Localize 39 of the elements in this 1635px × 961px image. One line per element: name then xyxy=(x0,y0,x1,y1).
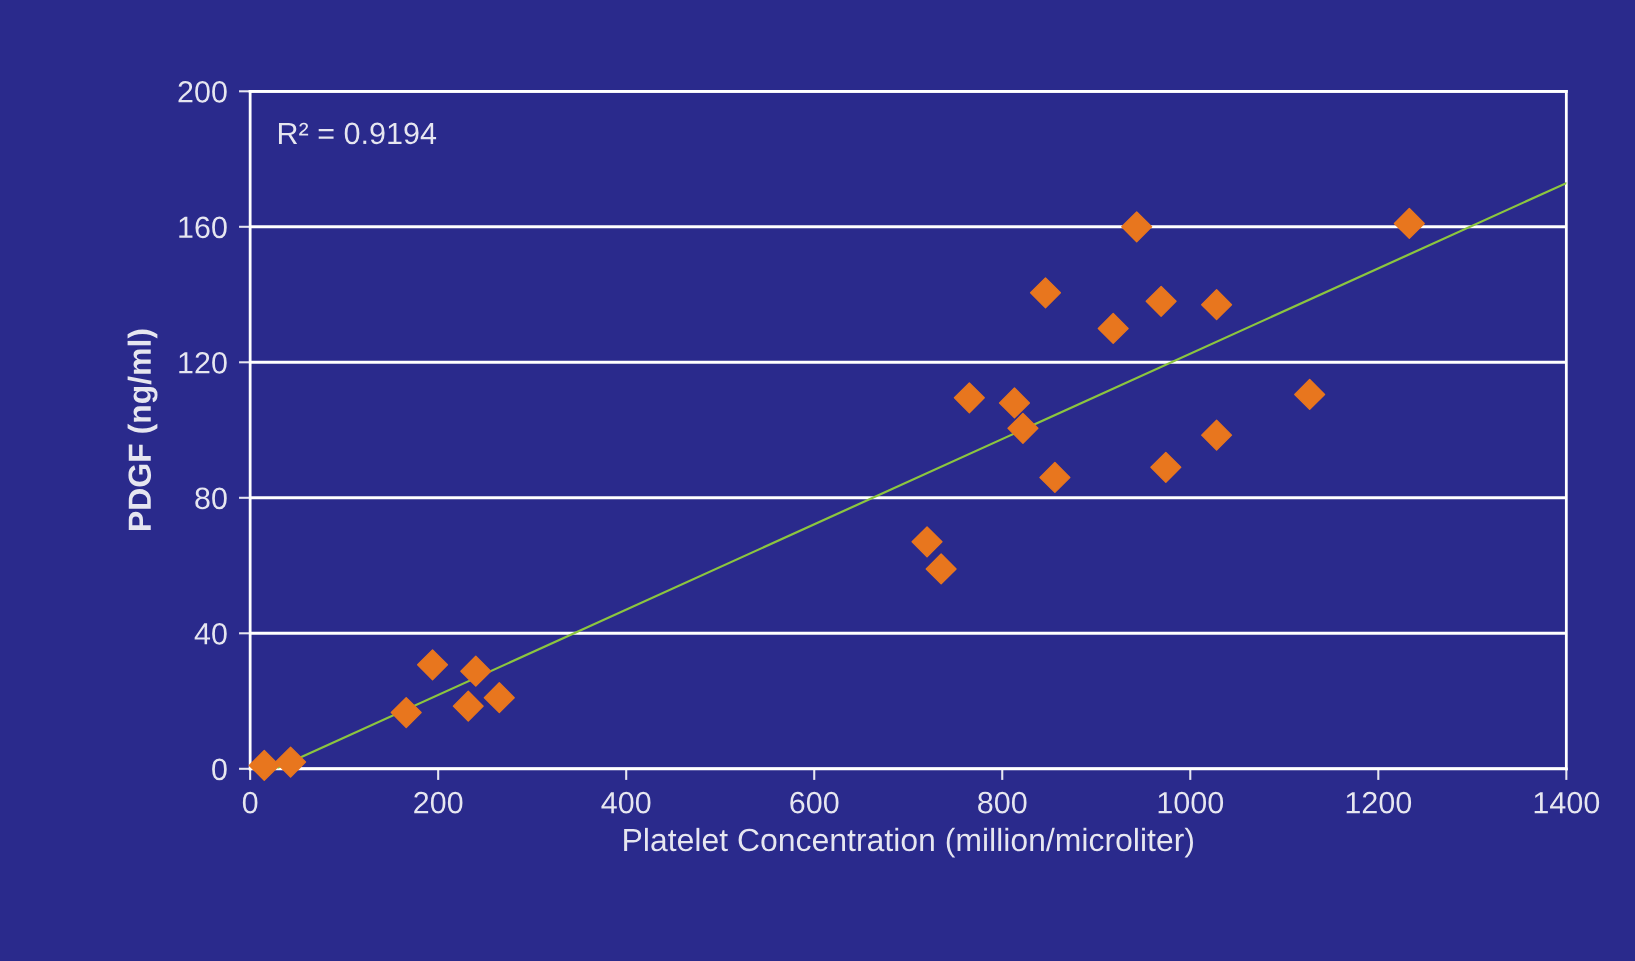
point xyxy=(998,387,1031,419)
point xyxy=(1029,277,1062,309)
point xyxy=(390,696,422,729)
y-tick-label: 160 xyxy=(179,216,227,239)
x-tick-label: 1400 xyxy=(1534,791,1600,814)
x-tick-label: 800 xyxy=(978,791,1027,814)
point xyxy=(416,649,449,681)
point xyxy=(1393,207,1425,239)
point xyxy=(911,526,943,558)
y-tick-label: 120 xyxy=(179,352,227,374)
y-tick-label: 0 xyxy=(212,758,227,781)
point xyxy=(274,746,307,778)
x-axis-title: Platelet Concentration (million/microliter) xyxy=(624,827,1193,858)
point xyxy=(248,749,280,782)
x-tick-label: 1200 xyxy=(1346,791,1412,814)
x-tick-label: 600 xyxy=(790,791,839,814)
y-tick-label: 200 xyxy=(178,81,227,103)
point xyxy=(925,553,957,585)
y-axis-title: PDGF (ng/ml) xyxy=(127,329,158,530)
point xyxy=(1201,289,1233,321)
y-tick-label: 80 xyxy=(195,487,227,510)
annotation: R² = 0.9194 xyxy=(278,122,437,145)
point xyxy=(1150,451,1182,483)
point xyxy=(452,690,484,722)
x-tick-label: 0 xyxy=(242,791,258,814)
point xyxy=(483,682,515,714)
point xyxy=(953,382,985,414)
point xyxy=(1007,412,1039,444)
x-tick-label: 1000 xyxy=(1158,791,1224,814)
point xyxy=(1294,378,1326,411)
x-tick-label: 400 xyxy=(601,791,651,814)
x-tick-label: 200 xyxy=(414,791,463,814)
point xyxy=(1145,285,1177,317)
point xyxy=(1201,419,1233,451)
point xyxy=(460,655,492,687)
point xyxy=(1121,211,1153,243)
point xyxy=(1039,461,1071,494)
point xyxy=(1097,312,1129,345)
y-tick-label: 40 xyxy=(194,623,227,645)
